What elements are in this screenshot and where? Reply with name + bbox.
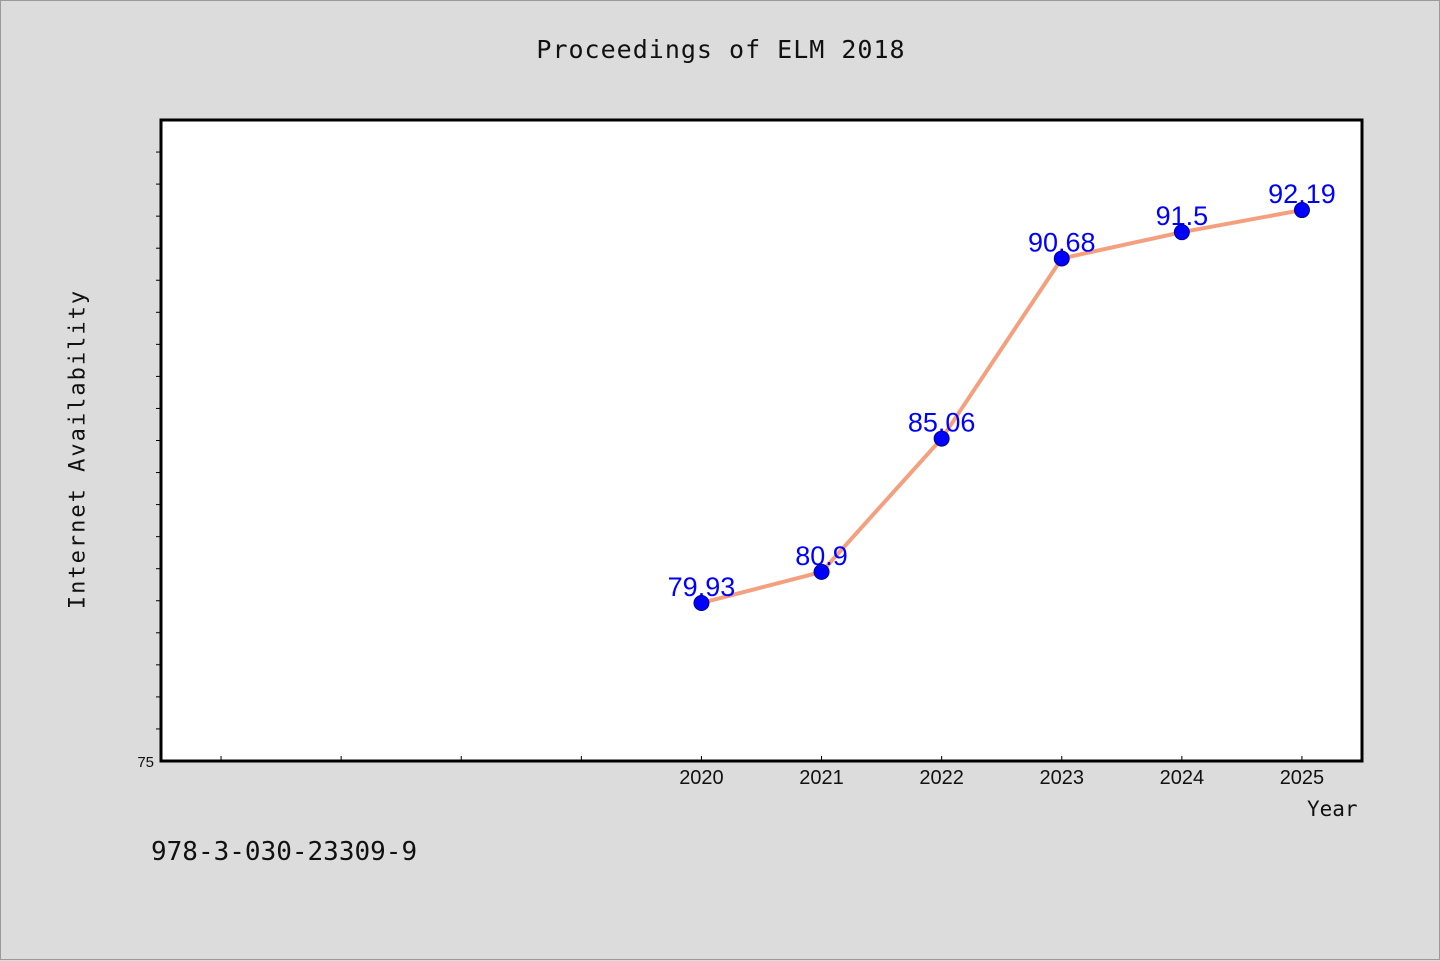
data-point <box>1173 224 1190 241</box>
y-axis-label: Internet Availability <box>65 288 91 610</box>
data-point <box>1293 202 1310 219</box>
y-tick-label: 75 <box>137 754 154 771</box>
y-axis-ticks: 75 <box>137 151 161 771</box>
x-tick-label: 2021 <box>799 767 844 789</box>
x-axis-label: Year <box>1307 797 1358 821</box>
series-line <box>699 208 1304 605</box>
data-point <box>1053 250 1070 267</box>
x-tick-label: 2023 <box>1040 767 1085 789</box>
data-point <box>693 594 710 611</box>
x-tick-label: 2020 <box>679 767 724 789</box>
plot-area <box>159 118 1364 763</box>
x-tick-label: 2024 <box>1160 767 1205 789</box>
x-tick-label: 2022 <box>919 767 964 789</box>
x-axis-ticks: 2020 2021 2022 2023 2024 2025 <box>220 756 1325 789</box>
chart-title: Proceedings of ELM 2018 <box>536 35 906 64</box>
data-point <box>933 430 950 447</box>
data-point <box>813 563 830 580</box>
isbn-text: 978-3-030-23309-9 <box>151 837 418 867</box>
x-tick-label: 2025 <box>1280 767 1325 789</box>
data-markers <box>693 202 1310 611</box>
